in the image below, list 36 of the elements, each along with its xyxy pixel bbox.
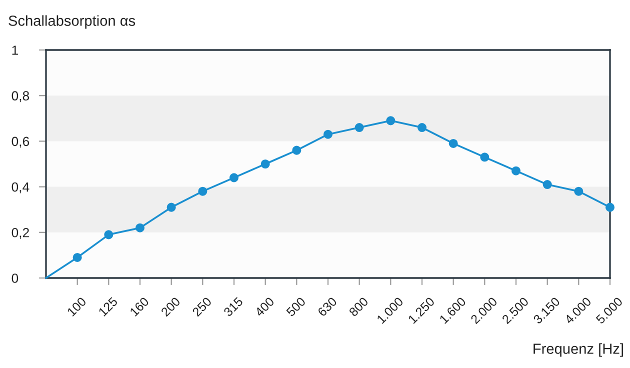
- point: [480, 152, 490, 162]
- point: [104, 230, 114, 240]
- point: [417, 123, 427, 132]
- point: [511, 166, 521, 176]
- point: [386, 116, 396, 126]
- point: [605, 202, 615, 212]
- x-tick-label: 500: [286, 296, 306, 317]
- x-tick-label: 250: [192, 296, 212, 317]
- point: [166, 202, 176, 212]
- point: [198, 186, 208, 196]
- x-tick-label: 125: [98, 296, 118, 317]
- x-tick-label: 315: [223, 296, 244, 317]
- y-tick-label: 0: [12, 274, 18, 283]
- x-tick-label: 100: [66, 296, 87, 317]
- point: [135, 223, 145, 232]
- point: [574, 186, 584, 196]
- point: [229, 173, 239, 182]
- point: [542, 180, 552, 190]
- point: [260, 159, 270, 169]
- x-axis-title: Frequenz [Hz]: [534, 343, 623, 357]
- y-axis-title: Schallabsorption αs: [8, 15, 136, 29]
- x-tick-label: 200: [160, 296, 181, 317]
- y-tick-label: 1: [12, 46, 18, 55]
- y-tick-label: 0,2: [12, 228, 29, 239]
- x-tick-label: 630: [317, 296, 338, 317]
- point: [448, 138, 458, 148]
- y-tick-label: 0,4: [12, 182, 30, 194]
- x-tick-label: 800: [348, 296, 369, 317]
- y-tick-label: 0,6: [12, 136, 30, 148]
- point: [323, 130, 333, 139]
- point: [354, 123, 364, 132]
- point: [292, 146, 302, 155]
- y-tick-label: 0,8: [12, 91, 30, 102]
- point: [72, 252, 82, 262]
- x-tick-label: 160: [129, 296, 150, 317]
- x-tick-label: 400: [254, 296, 275, 318]
